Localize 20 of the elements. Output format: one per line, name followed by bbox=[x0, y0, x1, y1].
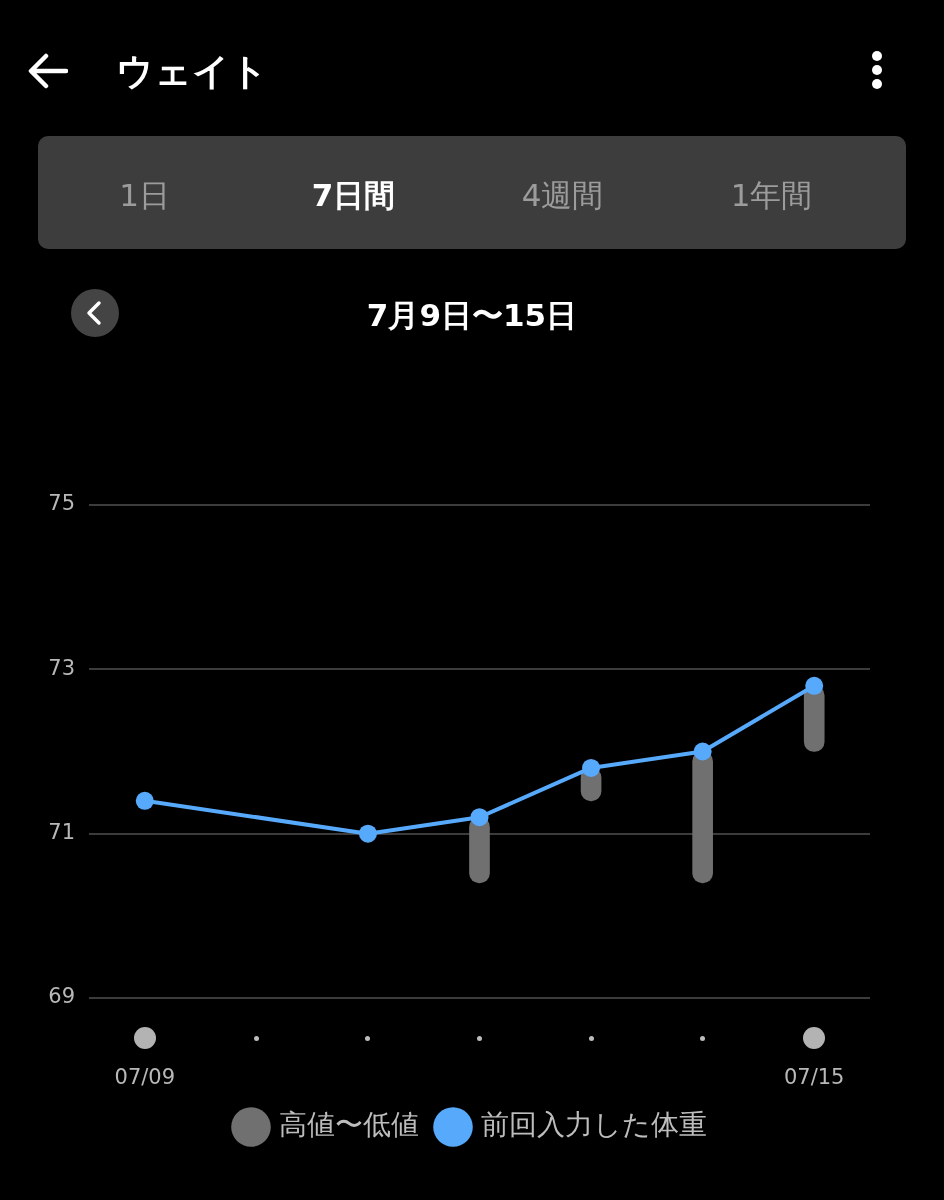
y-tick-label: 71 bbox=[48, 820, 75, 845]
text: 7日間 bbox=[311, 177, 396, 213]
legend-label: 高値〜低値 bbox=[279, 1108, 419, 1142]
y-tick-label: 75 bbox=[48, 491, 75, 516]
chart-subtitle: 7月9日〜15日 bbox=[366, 297, 578, 333]
chart-title: ウェイト bbox=[116, 49, 268, 95]
y-tick-label: 73 bbox=[48, 655, 75, 680]
text: 1年間 bbox=[730, 177, 813, 213]
x-tick-label: 07/15 bbox=[783, 1065, 845, 1090]
text: 1日 bbox=[119, 177, 170, 213]
point bbox=[805, 676, 824, 695]
point bbox=[582, 758, 601, 777]
point bbox=[693, 742, 712, 761]
point bbox=[358, 824, 377, 843]
point bbox=[470, 808, 489, 827]
x-tick-label: 07/09 bbox=[114, 1065, 176, 1090]
y-tick-label: 69 bbox=[48, 984, 75, 1009]
legend-label: 前回入力した体重 bbox=[481, 1108, 707, 1142]
text: 4週間 bbox=[521, 177, 604, 213]
point bbox=[135, 791, 154, 810]
